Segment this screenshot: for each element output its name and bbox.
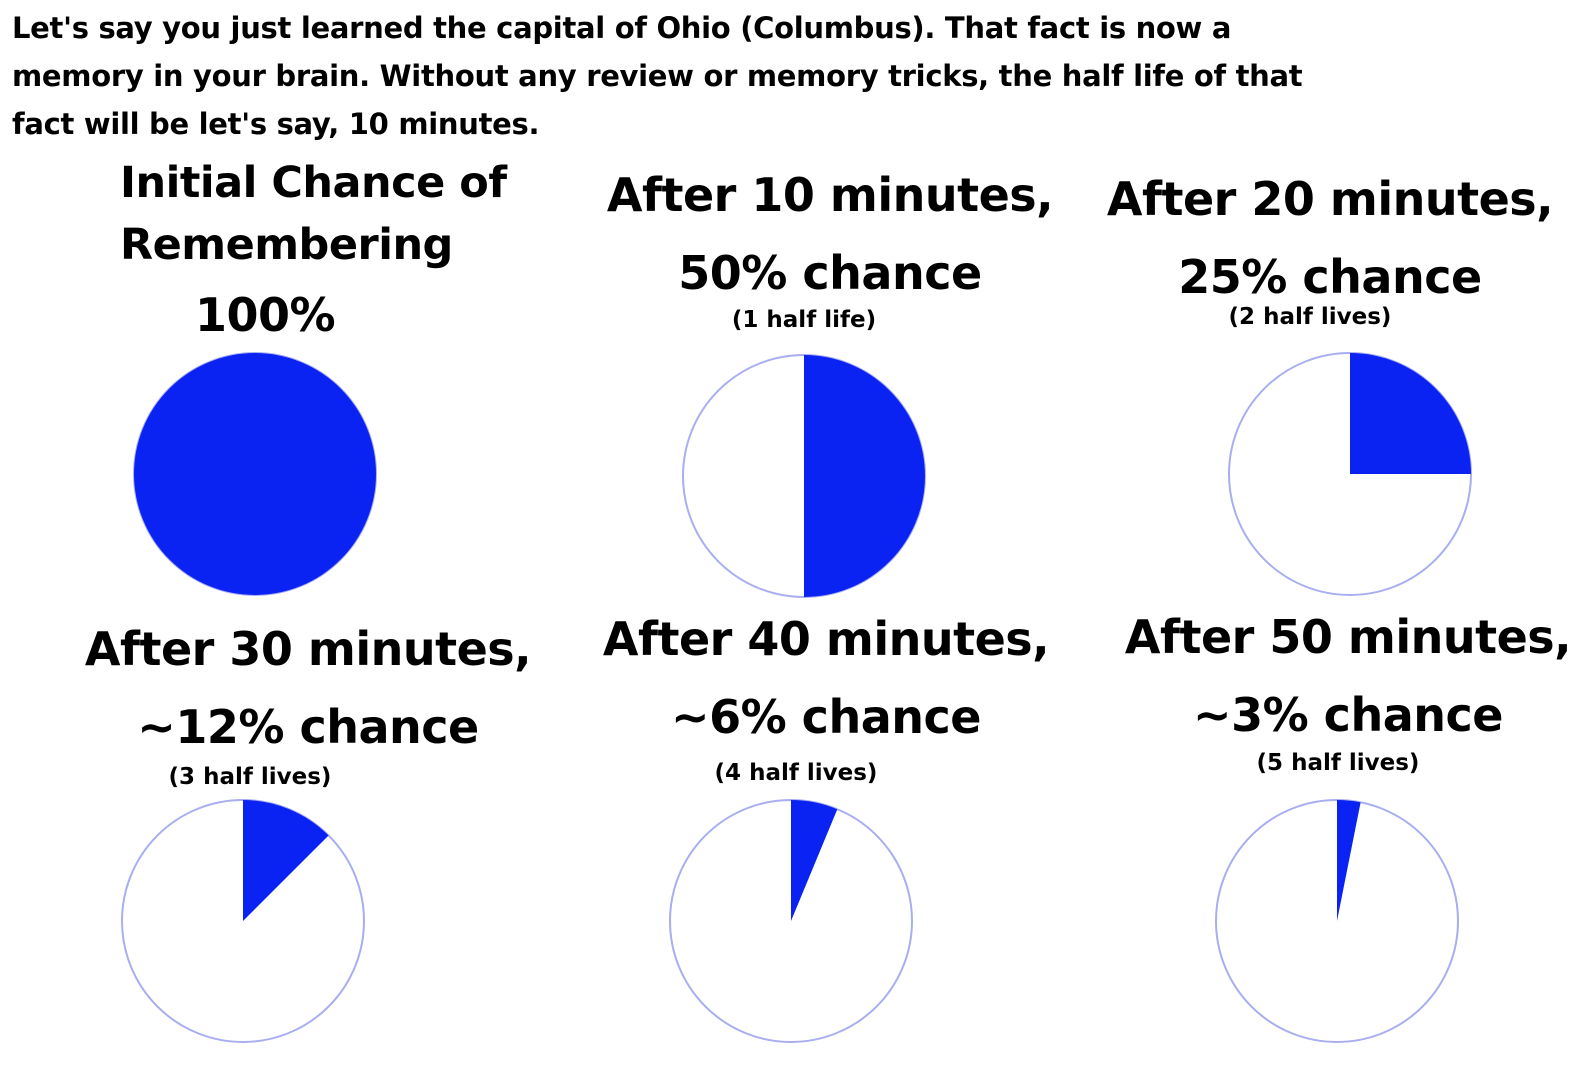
pie-chart-initial — [133, 352, 377, 596]
pie-chart-50-minutes — [1215, 799, 1459, 1043]
pie-slice-remembered — [1350, 353, 1471, 474]
pie-slice-remembered — [1337, 800, 1361, 921]
panel-note: (1 half life) — [731, 307, 877, 333]
panel-headline: ~6% chance — [671, 690, 981, 744]
panel-title: After 10 minutes, — [606, 168, 1054, 222]
panel-title: After 20 minutes, — [1106, 172, 1554, 226]
panel-title: Remembering — [120, 220, 453, 270]
panel-title: After 50 minutes, — [1124, 610, 1572, 664]
panel-title: After 30 minutes, — [84, 622, 532, 676]
pie-chart-10-minutes — [682, 354, 926, 598]
intro-text: Let's say you just learned the capital o… — [12, 4, 1412, 148]
panel-note: (2 half lives) — [1228, 304, 1392, 330]
panel-headline: 100% — [194, 288, 336, 342]
intro-line: Let's say you just learned the capital o… — [12, 11, 1232, 45]
pie-slice-remembered — [243, 800, 329, 921]
pie-chart-20-minutes — [1228, 352, 1472, 596]
intro-line: memory in your brain. Without any review… — [12, 59, 1303, 93]
panel-note: (5 half lives) — [1256, 750, 1420, 776]
panel-note: (3 half lives) — [168, 764, 332, 790]
pie-chart-30-minutes — [121, 799, 365, 1043]
pie-slice-remembered — [791, 800, 838, 921]
pie-chart-40-minutes — [669, 799, 913, 1043]
intro-line: fact will be let's say, 10 minutes. — [12, 107, 540, 141]
panel-headline: ~3% chance — [1193, 688, 1503, 742]
panel-title: After 40 minutes, — [602, 612, 1050, 666]
panel-note: (4 half lives) — [714, 760, 878, 786]
pie-slice-remembered — [804, 355, 925, 597]
panel-headline: 50% chance — [678, 246, 982, 300]
panel-title: Initial Chance of — [120, 158, 507, 208]
panel-headline: 25% chance — [1178, 250, 1482, 304]
panel-headline: ~12% chance — [137, 700, 479, 754]
pie-slice-remembered — [134, 353, 376, 595]
